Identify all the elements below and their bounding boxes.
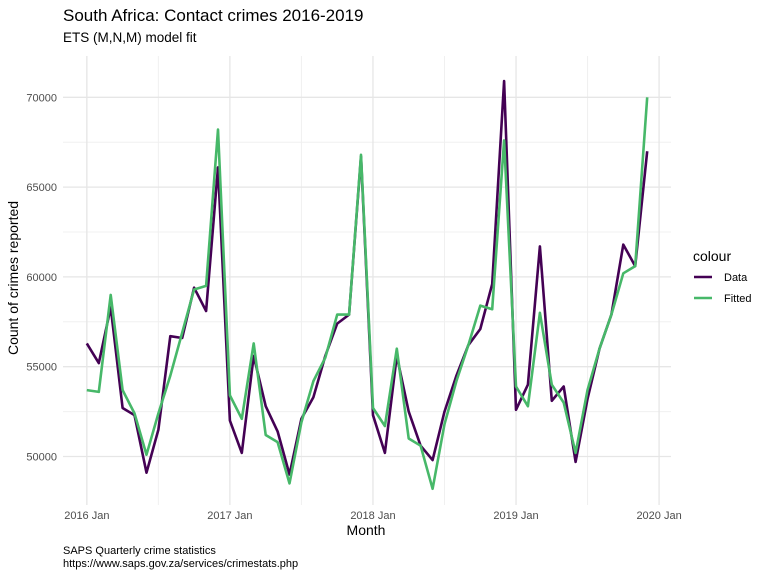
- x-tick-label: 2016 Jan: [64, 510, 109, 522]
- caption-url: https://www.saps.gov.za/services/crimest…: [63, 558, 298, 570]
- y-tick-label: 55000: [26, 362, 57, 374]
- y-tick-label: 60000: [26, 272, 57, 284]
- x-axis-ticks: 2016 Jan 2017 Jan 2018 Jan 2019 Jan 2020 Jan: [64, 510, 682, 522]
- legend-label-fitted: Fitted: [724, 293, 752, 305]
- x-tick-label: 2017 Jan: [207, 510, 252, 522]
- grid: [63, 56, 671, 505]
- legend-label-data: Data: [724, 272, 748, 284]
- chart-title: South Africa: Contact crimes 2016-2019: [63, 6, 364, 25]
- chart-subtitle: ETS (M,N,M) model fit: [63, 30, 197, 45]
- y-tick-label: 50000: [26, 452, 57, 464]
- caption-source: SAPS Quarterly crime statistics: [63, 545, 216, 557]
- y-tick-label: 65000: [26, 182, 57, 194]
- series-line-fitted: [86, 97, 649, 491]
- legend-title: colour: [693, 248, 731, 264]
- y-tick-label: 70000: [26, 92, 57, 104]
- x-axis-title: Month: [347, 522, 386, 538]
- x-tick-label: 2018 Jan: [350, 510, 395, 522]
- legend: colour Data Fitted: [693, 248, 752, 305]
- y-axis-title: Count of crimes reported: [5, 201, 21, 355]
- x-tick-label: 2020 Jan: [636, 510, 681, 522]
- series-lines: [85, 79, 649, 491]
- x-tick-label: 2019 Jan: [493, 510, 538, 522]
- y-axis-ticks: 50000 55000 60000 65000 70000: [26, 92, 57, 463]
